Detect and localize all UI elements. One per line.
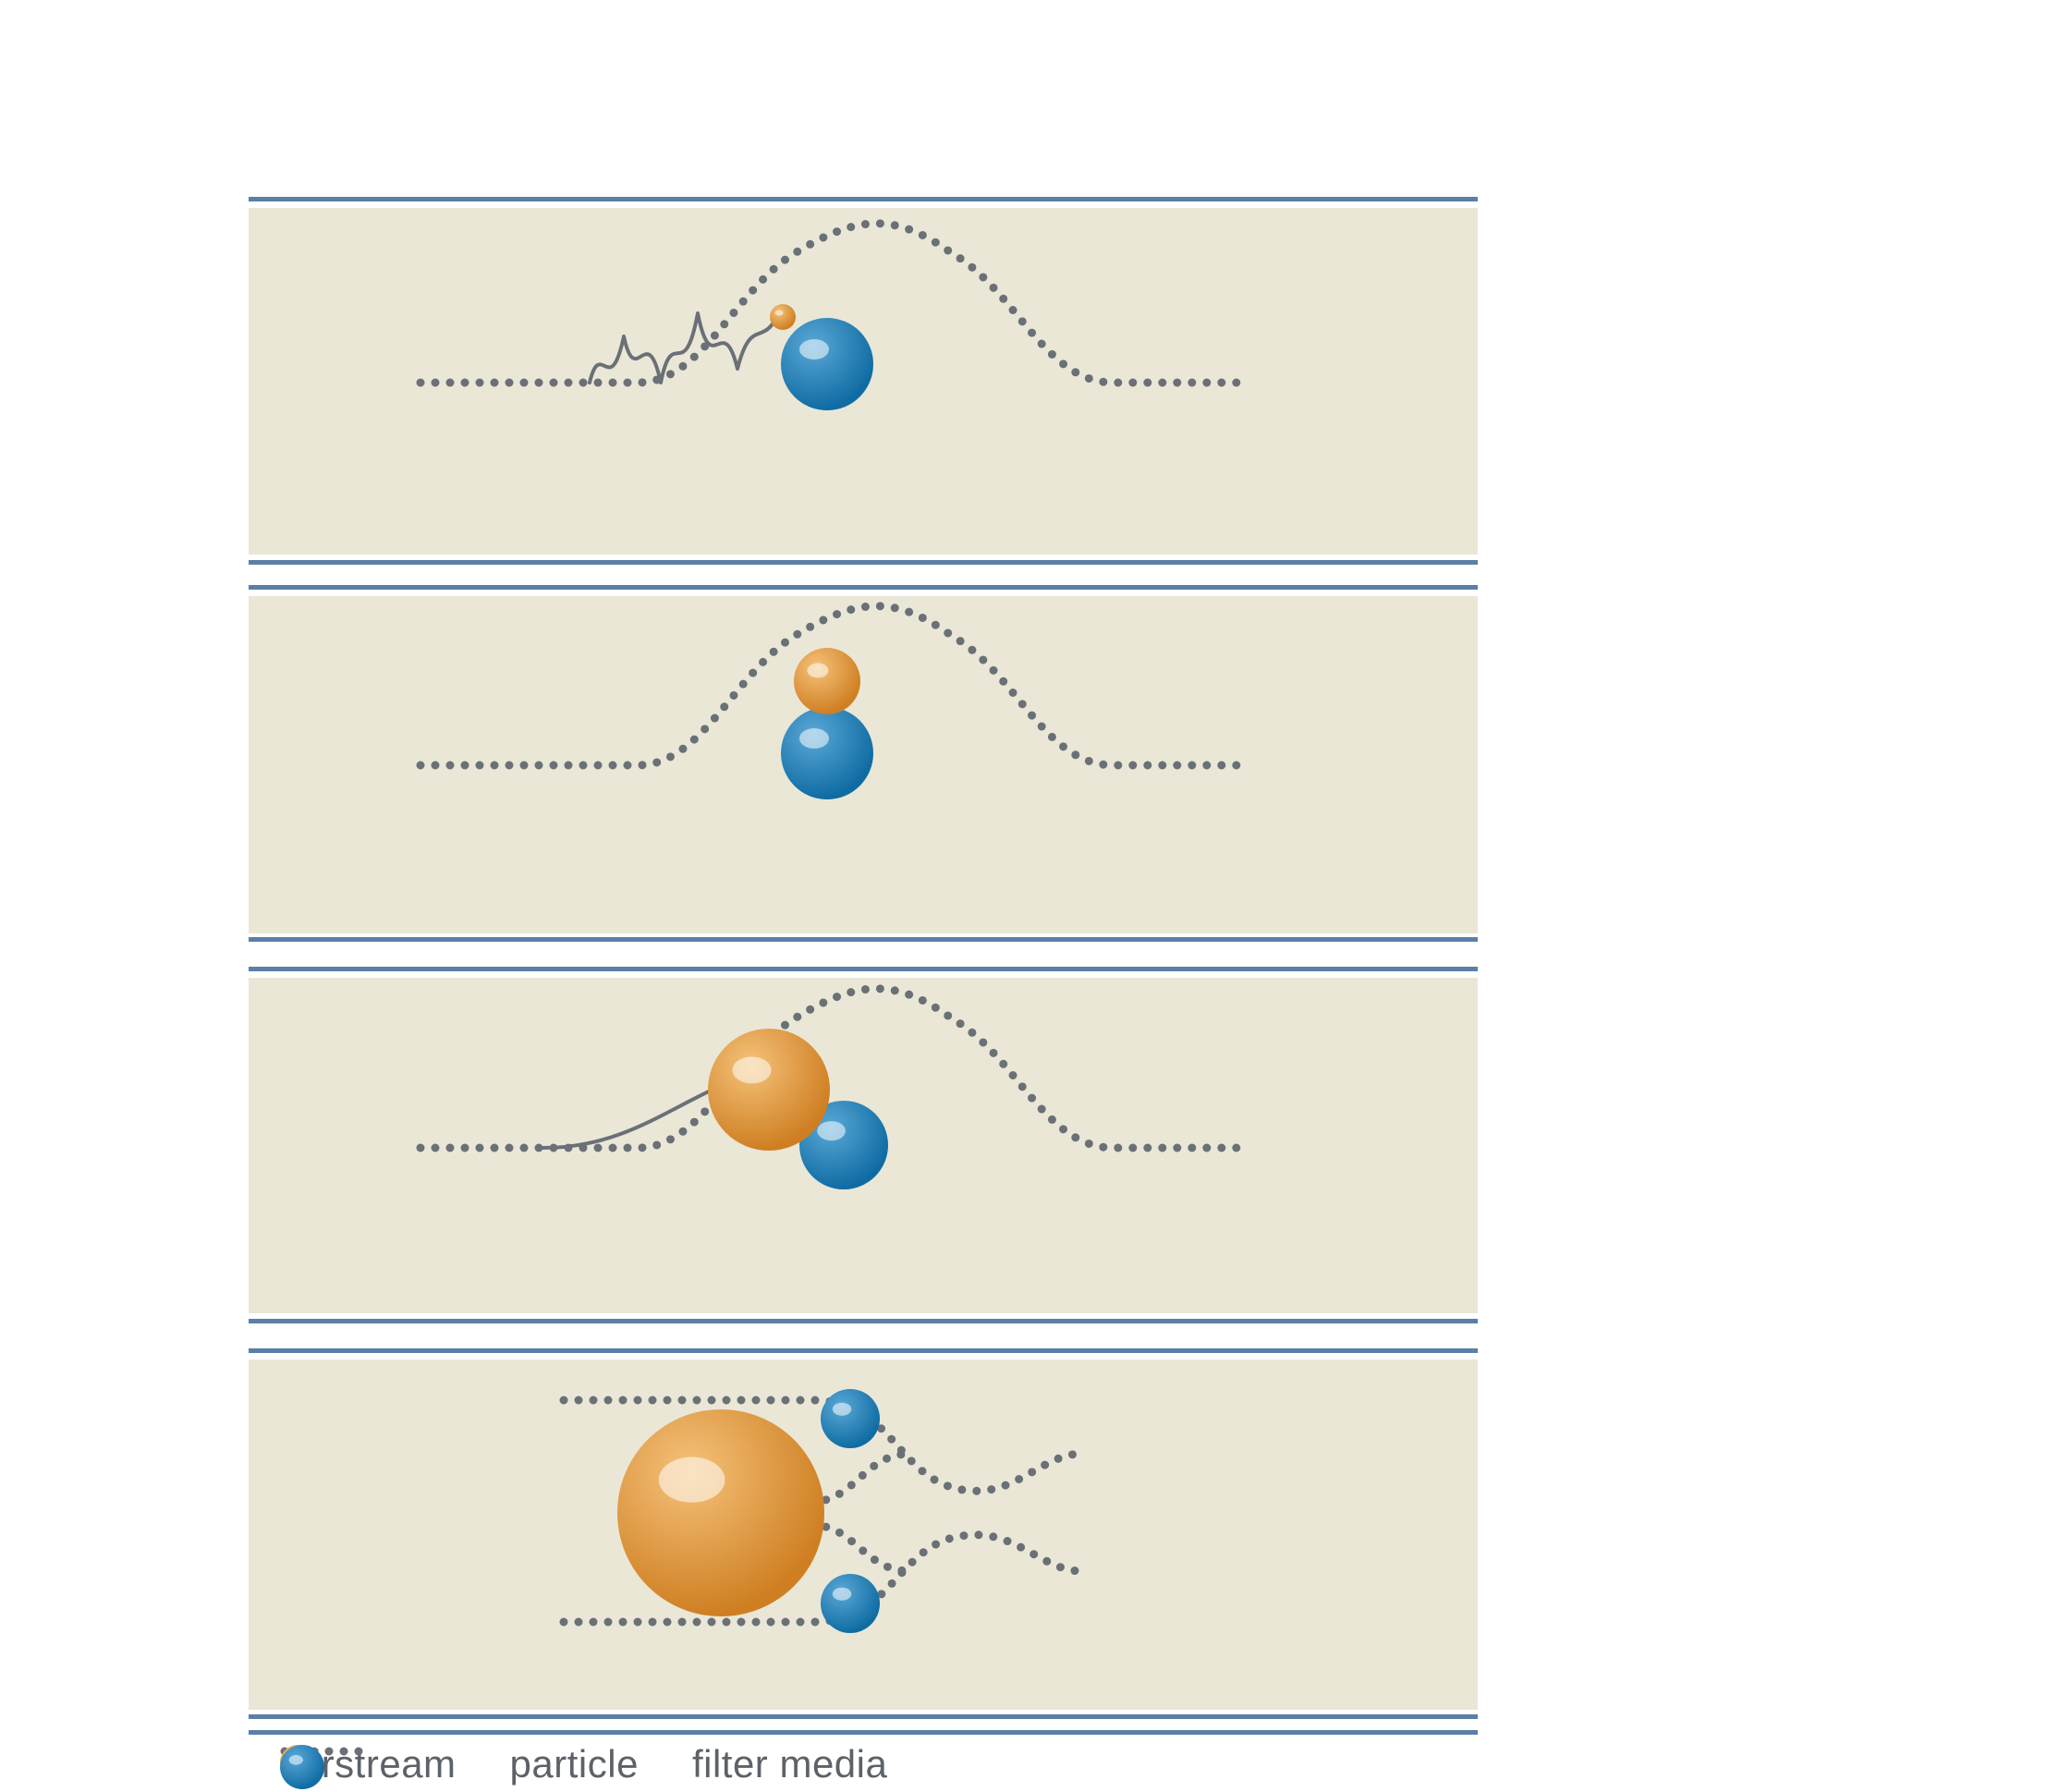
legend: airstreamparticlefilter media [277, 1742, 915, 1786]
legend-label: particle [510, 1742, 639, 1786]
legend-label: filter media [692, 1742, 887, 1786]
filter-media-ball [781, 707, 873, 799]
legend-filter-icon [277, 1742, 327, 1792]
particle-ball [794, 648, 860, 714]
divider-rule [249, 1714, 1478, 1719]
particle-ball [770, 304, 796, 330]
particle-ball [708, 1029, 830, 1151]
filter-media-ball [821, 1389, 880, 1448]
divider-rule [249, 1730, 1478, 1735]
diagram-svg [0, 0, 2047, 1638]
particle-ball [617, 1409, 824, 1616]
particle-trajectory [590, 313, 776, 383]
filter-media-ball [821, 1574, 880, 1633]
filter-media-ball [781, 318, 873, 410]
